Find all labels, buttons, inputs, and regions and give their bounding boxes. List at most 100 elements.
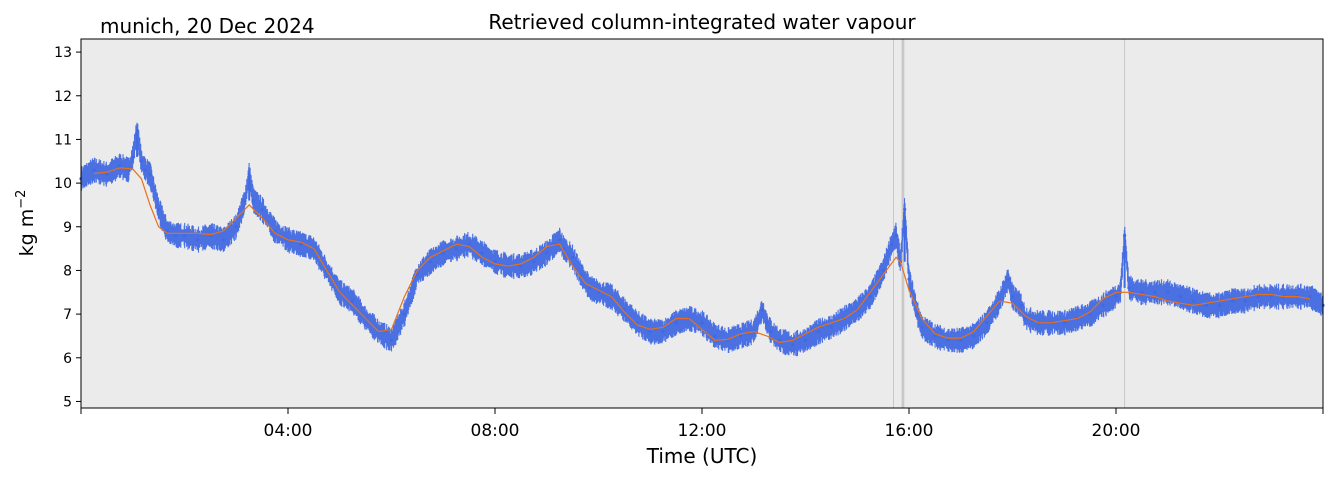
raw-data-point xyxy=(92,168,96,172)
raw-data-point xyxy=(174,233,178,238)
raw-data-point xyxy=(1308,295,1312,299)
raw-data-point xyxy=(532,260,536,264)
raw-data-point xyxy=(454,247,458,251)
raw-data-point xyxy=(558,238,562,242)
raw-data-point xyxy=(251,198,256,203)
raw-data-point xyxy=(1256,295,1260,299)
raw-data-point xyxy=(588,286,592,290)
raw-data-point xyxy=(1179,295,1183,299)
x-axis-label: Time (UTC) xyxy=(646,444,758,468)
raw-data-point xyxy=(881,268,885,273)
smoothed-line xyxy=(93,167,1311,344)
raw-data-point xyxy=(916,312,920,316)
raw-data-point xyxy=(803,338,808,342)
x-axis: 04:00 08:00 12:00 16:00 20:00 xyxy=(80,408,1324,441)
raw-data-point xyxy=(1019,303,1023,307)
raw-data-point xyxy=(1192,299,1196,303)
raw-data-point xyxy=(1088,312,1092,316)
raw-data-point xyxy=(1010,295,1015,299)
raw-data-point xyxy=(765,321,769,325)
raw-data-point xyxy=(713,334,717,338)
raw-data-point xyxy=(972,334,976,338)
raw-data-point xyxy=(182,233,187,238)
y-axis: 5 6 7 8 9 10 11 12 13 xyxy=(54,45,81,410)
raw-data-point xyxy=(907,277,911,281)
y-tick-label: 6 xyxy=(63,351,72,367)
x-tick-label: 20:00 xyxy=(1092,421,1141,441)
raw-data-point xyxy=(157,207,161,211)
raw-data-point xyxy=(402,312,407,316)
raw-data-point xyxy=(545,251,549,255)
y-tick-label: 11 xyxy=(54,132,72,148)
y-tick-label: 10 xyxy=(54,176,72,192)
y-axis-label: kg m−2 xyxy=(14,190,38,257)
raw-data-point xyxy=(648,329,652,334)
smoothed-series xyxy=(93,167,1311,344)
raw-data-point xyxy=(1127,286,1131,290)
raw-data-point xyxy=(467,242,471,246)
raw-data-point xyxy=(389,338,394,342)
raw-data-point xyxy=(1140,290,1144,294)
raw-data-point xyxy=(1062,321,1066,325)
raw-data-point xyxy=(946,338,950,342)
raw-data-point xyxy=(1153,290,1157,294)
raw-data-point xyxy=(1114,295,1118,299)
raw-data-point xyxy=(480,251,484,255)
y-tick-label: 9 xyxy=(63,220,72,236)
y-tick-label: 7 xyxy=(63,307,72,323)
raw-data-point xyxy=(131,155,135,159)
raw-data-point xyxy=(105,172,109,176)
y-tick-label: 5 xyxy=(63,394,72,410)
raw-data-point xyxy=(985,321,989,325)
y-axis-label-exponent: −2 xyxy=(14,190,29,209)
raw-data-point xyxy=(1269,295,1273,299)
raw-data-point xyxy=(144,168,148,172)
raw-data-point xyxy=(1230,299,1235,303)
raw-data-point xyxy=(894,233,898,238)
x-tick-label: 04:00 xyxy=(264,421,313,441)
x-tick-label: 08:00 xyxy=(471,421,520,441)
raw-data-point xyxy=(195,238,200,242)
raw-data-point xyxy=(519,264,523,268)
y-tick-label: 8 xyxy=(63,263,72,279)
raw-data-point xyxy=(661,329,665,334)
raw-data-point xyxy=(571,255,575,259)
raw-data-point xyxy=(1006,277,1010,281)
raw-data-point xyxy=(1217,303,1222,307)
raw-data-point xyxy=(148,172,152,176)
raw-data-point xyxy=(778,338,782,342)
raw-data-point xyxy=(959,338,963,342)
raw-data-point xyxy=(441,251,445,255)
raw-data-point xyxy=(890,242,894,246)
raw-data-point xyxy=(415,273,419,277)
raw-data-point xyxy=(1023,316,1028,321)
x-tick-label: 16:00 xyxy=(885,421,934,441)
raw-data-point xyxy=(243,198,247,203)
raw-data-point xyxy=(790,343,795,347)
raw-data-point xyxy=(868,295,872,299)
raw-data-point xyxy=(299,242,303,246)
raw-data-point xyxy=(139,159,143,163)
raw-data-point xyxy=(260,207,264,211)
raw-data-point xyxy=(920,325,924,329)
raw-data-point xyxy=(1204,303,1209,307)
raw-data-point xyxy=(760,308,764,312)
raw-data-point xyxy=(1101,303,1105,307)
chart-title: Retrieved column-integrated water vapour xyxy=(488,10,916,34)
location-date-label: munich, 20 Dec 2024 xyxy=(100,14,315,38)
raw-data-point xyxy=(428,260,432,264)
x-tick-label: 12:00 xyxy=(678,421,727,441)
raw-data-point xyxy=(118,164,122,168)
raw-data-point xyxy=(739,334,743,338)
raw-data-point xyxy=(933,334,937,338)
raw-data-point xyxy=(700,321,704,325)
raw-data-series xyxy=(79,122,1325,357)
raw-data-point xyxy=(816,329,821,334)
raw-data-point xyxy=(1166,290,1170,294)
raw-data-point xyxy=(221,238,225,242)
plot-area xyxy=(81,39,1323,408)
y-tick-label: 13 xyxy=(54,45,72,61)
raw-data-point xyxy=(493,260,497,264)
raw-data-point xyxy=(1243,299,1247,303)
